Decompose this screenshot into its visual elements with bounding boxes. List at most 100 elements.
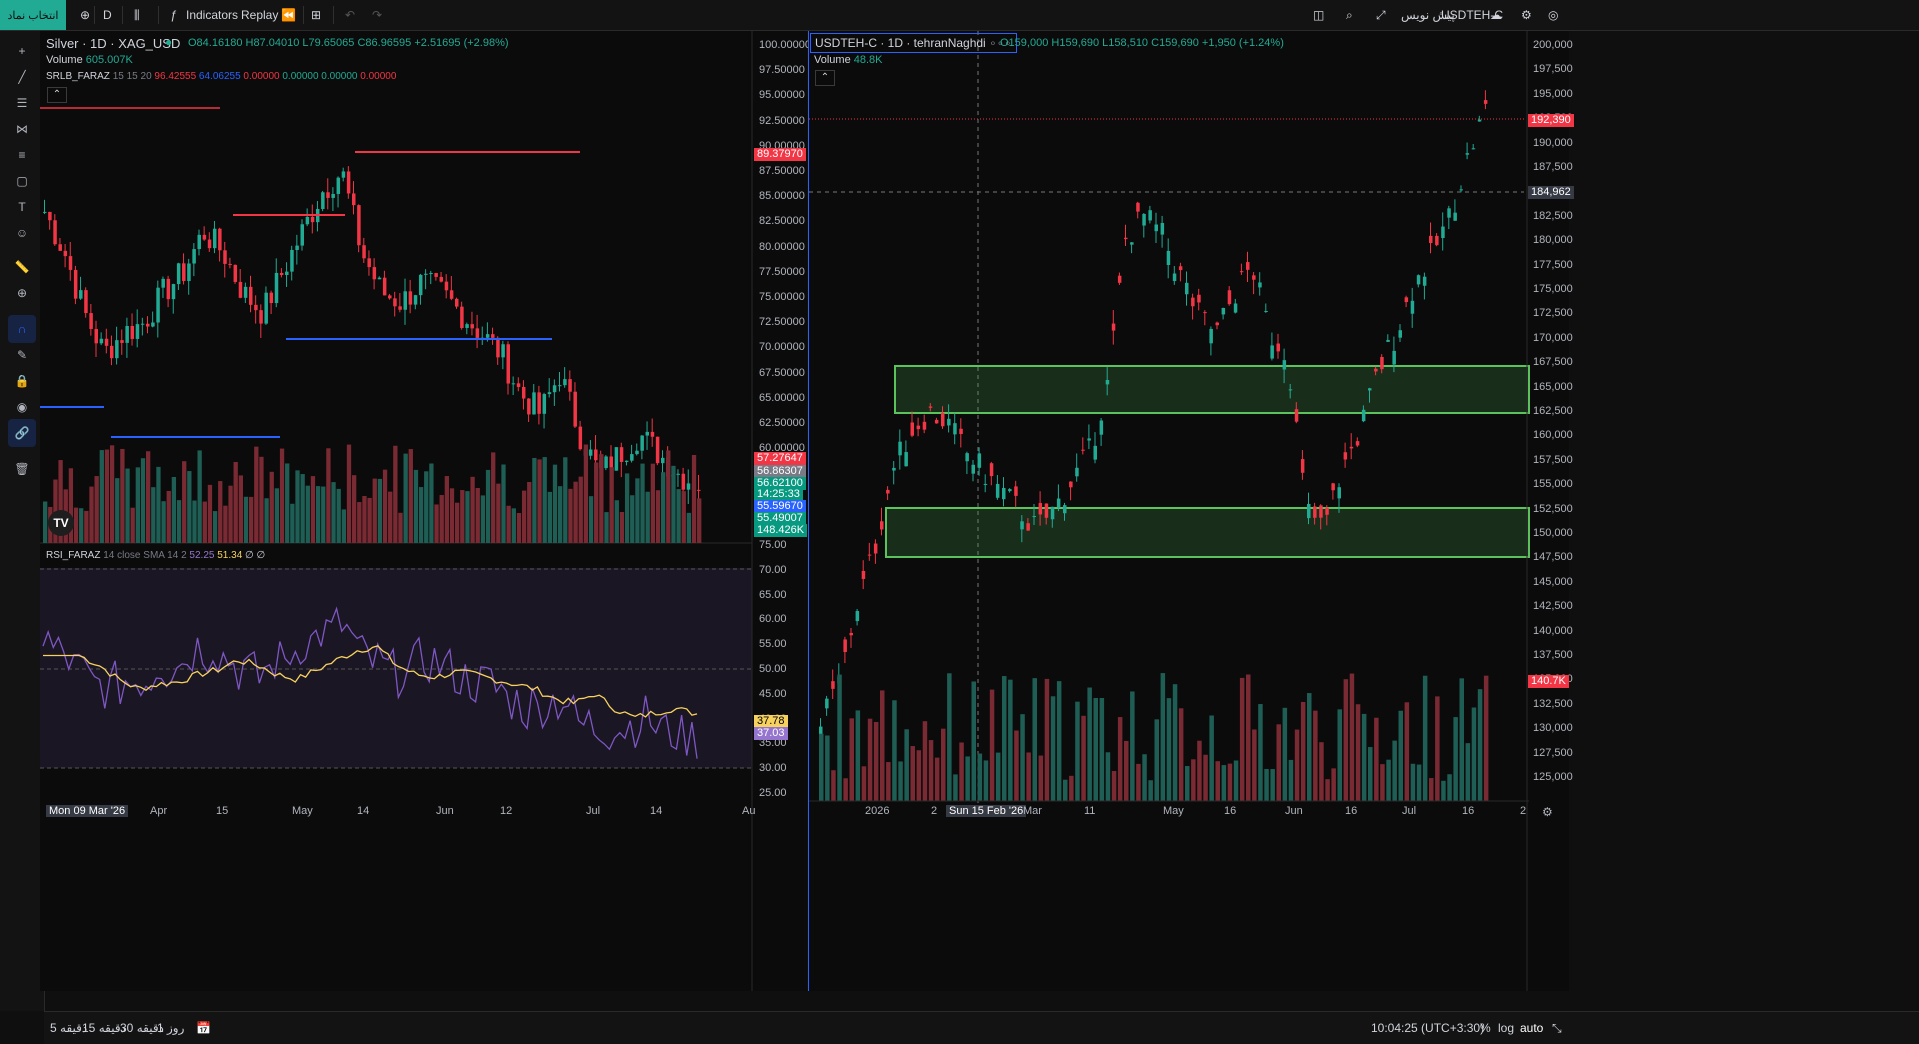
fib-icon[interactable]: ≡ [18,148,26,162]
collapse-legend-button[interactable]: ⌃ [47,87,67,103]
symbol-search-button[interactable]: انتخاب نماد [0,0,66,30]
volume-bar [1008,679,1013,801]
eye-icon[interactable]: ◉ [16,400,28,414]
trendline-icon[interactable]: ╱ [18,70,26,84]
candle-body [563,379,567,386]
magnet-icon[interactable]: ∩ [8,315,36,343]
left-volume-legend[interactable]: Volume 605.007K [46,54,133,66]
interval-30m[interactable]: 30 دقیقه [120,1021,164,1035]
clock[interactable]: 10:04:25 (UTC+3:30) [1371,1021,1485,1035]
candle-body [1130,242,1134,245]
right-collapse-legend-button[interactable]: ⌃ [815,70,835,86]
volume-bar [491,452,496,543]
left-chart-canvas[interactable] [40,31,807,991]
volume-bar [465,491,470,543]
add-symbol-icon[interactable]: ⊕ [80,8,91,22]
redo-icon[interactable]: ↷ [372,8,383,22]
text-icon[interactable]: T [18,200,26,214]
candle-body [1124,237,1128,240]
volume-bar [218,481,223,543]
zoom-icon[interactable]: ⊕ [16,286,28,300]
candle-body [218,228,222,251]
candle-body [413,295,418,305]
rectangle-icon[interactable]: ▢ [16,174,28,188]
ruler-icon[interactable]: 📏 [14,260,30,274]
candle-body [1026,523,1030,531]
interval-button[interactable]: D [103,8,112,22]
volume-bar [645,491,650,543]
rsi-axis-tick: 75.00 [759,539,787,551]
replay-icon[interactable]: ⏪ [281,8,296,22]
left-chart-title[interactable]: Silver · 1D · XAG_USD [46,36,181,51]
right-symbol-prefix[interactable]: پیش نویس [1401,8,1455,22]
left-indicator-legend[interactable]: SRLB_FARAZ 15 15 20 96.42555 64.06255 0.… [46,71,397,82]
left-price-tick: 97.50000 [759,64,805,77]
volume-bar [279,448,285,543]
volume-bar [182,461,187,543]
indicators-button[interactable]: Indicators [186,8,239,22]
candle-body [207,239,212,249]
cloud-icon[interactable]: ☁ [1490,8,1502,22]
fullscreen-small-icon[interactable]: ⤡ [1552,1020,1562,1035]
replay-button[interactable]: Replay [241,8,279,22]
interval-15m[interactable]: 15 دقیقه [82,1021,126,1035]
horizontal-lines-icon[interactable]: ☰ [16,96,28,110]
pencil-lock-icon[interactable]: ✎ [16,348,28,362]
crosshair-icon[interactable]: + [18,44,26,58]
indicators-icon[interactable]: ƒ [170,8,177,22]
interval-1d[interactable]: 1 روز [157,1021,185,1035]
volume-bar [1014,730,1019,801]
trash-icon[interactable]: 🗑 [14,462,30,476]
layout-icon[interactable]: ⊞ [311,8,322,22]
candle-body [274,272,279,304]
bar-style-icon[interactable]: ⫼ [134,7,140,22]
candle-body [1477,119,1482,122]
candle-body [1056,498,1061,508]
left-price-tag: 148.426K [754,524,808,537]
right-chart-canvas[interactable] [809,31,1569,991]
chart-settings-icon[interactable]: ⚙ [1542,805,1553,819]
auto-toggle[interactable]: auto [1520,1021,1544,1035]
volume-bar [269,471,274,543]
volume-bar [79,508,84,543]
log-toggle[interactable]: log [1498,1021,1515,1035]
candle-body [971,464,975,474]
volume-bar [89,486,94,543]
link-icon[interactable]: 🔗 [8,419,36,447]
search-icon[interactable]: ⌕ [1346,7,1353,22]
left-chart-pane[interactable] [40,31,807,991]
fullscreen-icon[interactable]: ⤢ [1376,7,1386,22]
left-price-tag: 56.86307 [754,465,806,478]
volume-bar [989,689,995,801]
candle-body [1422,276,1427,286]
volume-bar [1343,679,1349,801]
volume-bar [1270,769,1275,801]
volume-bar [867,718,873,801]
rsi-axis-tick: 30.00 [759,762,787,775]
drawing-toolbar: + ╱ ☰ ⋈ ≡ ▢ T ☺ 📏 ⊕ ∩ ✎ 🔒 ◉ 🔗 🗑 [0,31,45,1011]
right-price-tick: 147,500 [1533,551,1573,564]
settings-icon[interactable]: ⚙ [1521,8,1532,22]
volume-bar [377,478,383,543]
candle-body [1276,343,1280,352]
date-range-icon[interactable]: 📅 [196,1021,211,1035]
camera-icon[interactable]: ◎ [1548,8,1559,22]
right-volume-legend[interactable]: Volume 48.8K [814,54,883,66]
volume-bar [1075,701,1080,801]
candle-body [1020,521,1024,530]
volume-bar [192,500,197,543]
interval-5m[interactable]: 5 دقیقه [50,1021,88,1035]
right-chart-pane[interactable] [808,31,1569,991]
emoji-icon[interactable]: ☺ [15,226,29,240]
pattern-icon[interactable]: ⋈ [16,122,28,136]
split-layout-icon[interactable]: ◫ [1313,8,1325,22]
percent-toggle[interactable]: % [1480,1021,1491,1035]
right-time-tick: 2 [931,805,938,817]
right-time-tick: Jul [1402,805,1417,817]
rsi-legend[interactable]: RSI_FARAZ 14 close SMA 14 2 52.25 51.34 … [46,550,266,561]
right-chart-title[interactable]: USDTEH-C · 1D · tehranNaghdi ∘∘∘ [810,33,1017,53]
undo-icon[interactable]: ↶ [345,8,356,22]
volume-bar [372,478,377,543]
right-symbol-label[interactable]: USDTEH-C [1441,8,1503,22]
lock-icon[interactable]: 🔒 [14,374,30,388]
